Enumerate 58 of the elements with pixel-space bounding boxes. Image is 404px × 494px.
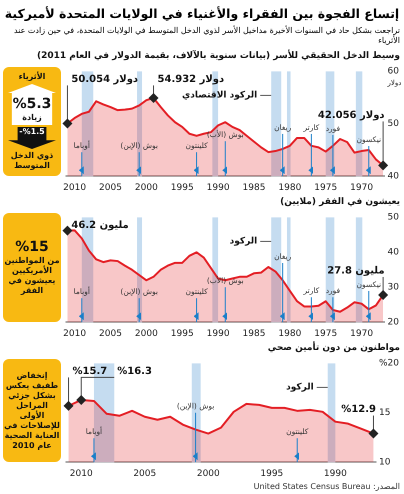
x-tick-label: 2000 [134, 328, 158, 339]
band-label: الركود الاقتصادي [182, 90, 258, 101]
x-tick-label: 1995 [170, 328, 194, 339]
data-label: %16.3 [117, 366, 152, 377]
x-tick-label: 2005 [133, 468, 156, 479]
data-label: 27.8 مليون [327, 266, 385, 277]
x-tick-label: 1985 [242, 328, 266, 339]
x-tick-label: 1970 [350, 328, 374, 339]
x-tick-label: 1980 [278, 182, 302, 193]
text: المصدر: United States Census Bureau [254, 482, 400, 491]
text: الأثرياء [18, 72, 46, 82]
y-tick-label: 50 [388, 212, 400, 223]
x-tick-label: 1970 [350, 182, 374, 193]
x-tick-label: 1995 [170, 182, 194, 193]
y-tick-label: 40 [388, 248, 400, 258]
data-label: 50.054 دولار [71, 74, 138, 85]
data-label: 46.2 مليون [71, 220, 129, 231]
x-tick-label: 2010 [70, 468, 93, 479]
text: ذوي الدخل المتوسط [10, 151, 54, 171]
x-tick-label: 1990 [206, 182, 230, 193]
band-label: الركود [230, 236, 258, 247]
data-label: 54.932 دولار [158, 74, 224, 85]
y-tick-label: 15 [378, 408, 390, 418]
x-tick-label: 2010 [63, 182, 86, 193]
y-tick-label: 50 [388, 119, 400, 130]
x-tick-label: 2005 [99, 328, 122, 339]
chart-title: وسيط الدخل الحقيقي للأسر (بيانات سنوية بالآلاف، بقيمة الدولار في العام 2011) [36, 50, 401, 63]
x-tick-label: 1980 [278, 328, 302, 339]
y-tick-label: 20 [388, 318, 400, 328]
text: %15 [14, 239, 50, 256]
chart-title: مواطنون من دون تأمين صحي [266, 342, 401, 355]
text: تراجعت بشكل حاد في السنوات الأخيرة مداخيل الأسر لذوي الدخل المتوسط في الولايات المتحدة، في حين زادت عند الأثرياء [12, 24, 401, 46]
data-label: %12.9 [341, 404, 376, 416]
y-tick-label: 30 [388, 282, 400, 293]
x-tick-label: 1990 [324, 468, 348, 479]
text: %5.3 [12, 96, 52, 113]
y-tick-label: 40 [388, 172, 400, 182]
text: زيادة [21, 113, 43, 123]
x-tick-label: 2005 [99, 182, 122, 193]
x-tick-label: 2000 [134, 182, 158, 193]
x-tick-label: 1975 [314, 182, 338, 193]
data-label: %15.7 [72, 366, 108, 377]
y-tick-label: 10 [378, 458, 391, 468]
x-tick-label: 1995 [260, 468, 284, 479]
x-tick-label: 1975 [314, 328, 338, 339]
data-label: 42.056 دولار [318, 110, 385, 122]
x-tick-label: 1985 [242, 182, 266, 193]
x-tick-label: 2000 [196, 468, 220, 479]
x-tick-label: 1990 [206, 328, 230, 339]
y-tick-label: 60 [388, 66, 400, 77]
text: إتساع الفجوة بين الفقراء والأغنياء في الولايات المتحدة لأميركية [4, 5, 400, 23]
chart-title: يعيشون في الفقر (ملايين) [279, 196, 401, 209]
band-label: الركود [286, 382, 314, 393]
x-tick-label: 2010 [63, 328, 86, 339]
text: إنخفاض طفيف يعكس بشكل جزئي المراحل الأولى للإصلاحات في العناية الصحية عام 2010 [4, 370, 60, 450]
y-tick-label: %20 [378, 358, 400, 369]
text: من المواطنين الأمريكيين يعيشون في الفقر [4, 256, 60, 296]
text: %1.5- [18, 127, 46, 137]
